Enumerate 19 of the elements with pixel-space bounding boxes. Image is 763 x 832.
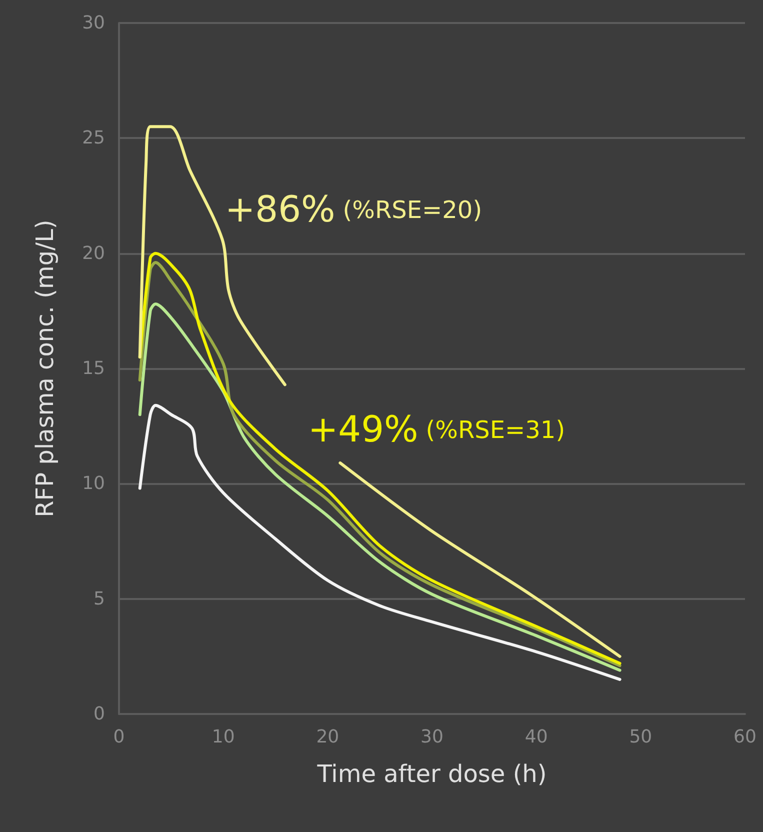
x-tick-label: 20 bbox=[316, 726, 340, 748]
annotation: +49% (%RSE=31) bbox=[308, 410, 566, 450]
x-tick-label: 50 bbox=[629, 726, 652, 748]
line-series bbox=[138, 404, 622, 681]
y-axis-title: RFP plasma conc. (mg/L) bbox=[31, 220, 59, 518]
annotation: +86% (%RSE=20) bbox=[225, 190, 482, 230]
x-tick-label: 10 bbox=[212, 726, 235, 748]
x-tick-label: 40 bbox=[524, 726, 548, 748]
y-tick-label: 0 bbox=[94, 704, 105, 724]
x-tick-label: 30 bbox=[420, 726, 444, 748]
x-tick-label: 0 bbox=[113, 726, 125, 748]
x-tick-label: 60 bbox=[734, 726, 756, 748]
x-axis-title: Time after dose (h) bbox=[316, 760, 547, 788]
y-tick-label: 15 bbox=[82, 358, 105, 379]
y-tick-label: 30 bbox=[82, 12, 105, 34]
y-tick-label: 20 bbox=[82, 242, 105, 264]
y-tick-label: 5 bbox=[94, 588, 105, 610]
y-tick-label: 10 bbox=[82, 473, 105, 494]
y-tick-label: 25 bbox=[82, 128, 105, 149]
